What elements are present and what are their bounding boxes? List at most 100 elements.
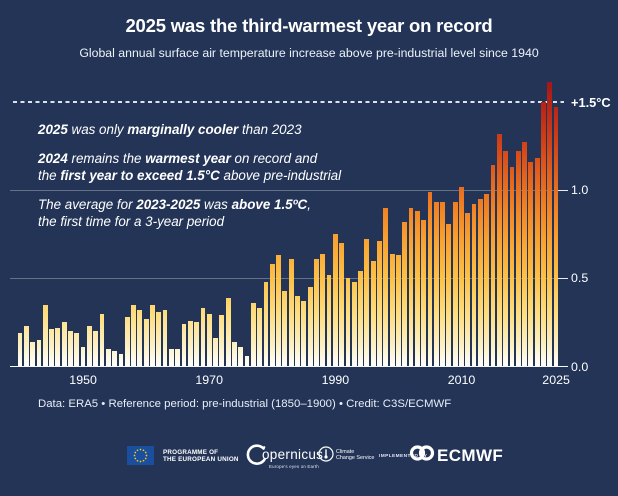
bar-1959: [137, 310, 143, 367]
bar-2010: [459, 186, 464, 367]
chart-annotations: 2025 was only marginally cooler than 202…: [38, 121, 378, 242]
bar-1998: [383, 207, 389, 367]
climate-change-service-logo: Climate Change Service: [318, 446, 388, 468]
bar-1950: [80, 347, 86, 367]
thermometer-icon: [318, 446, 334, 462]
bar-1991: [339, 242, 345, 367]
bar-1967: [187, 320, 193, 367]
bar-1979: [263, 281, 269, 367]
bar-1965: [175, 348, 181, 367]
bar-2016: [496, 133, 502, 367]
bar-1997: [377, 241, 382, 367]
bar-2002: [408, 207, 414, 367]
climate-service-label: Climate Change Service: [336, 449, 374, 462]
bar-1985: [301, 301, 307, 367]
bar-2001: [402, 221, 408, 367]
bar-1996: [370, 260, 376, 367]
annotation-line: 2024 remains the warmest year on record …: [38, 150, 318, 166]
footer-credit: Data: ERA5 • Reference period: pre-indus…: [38, 398, 452, 410]
bar-1961: [150, 304, 155, 367]
bar-1981: [276, 255, 281, 367]
ecmwf-rings-icon: [409, 445, 435, 461]
bar-1980: [269, 264, 275, 367]
copernicus-tagline: Europe's eyes on Earth: [269, 464, 319, 469]
bar-1978: [257, 308, 263, 367]
annotation-paragraph: 2025 was only marginally cooler than 202…: [38, 121, 378, 139]
y-tick-label: 0.0: [571, 359, 589, 374]
bar-1949: [74, 333, 80, 367]
y-tick-mark: [556, 189, 568, 192]
bar-1977: [250, 303, 256, 367]
bar-1943: [36, 340, 42, 367]
bar-1958: [131, 304, 136, 367]
bar-1971: [213, 338, 218, 367]
copernicus-name: opernicus: [262, 447, 324, 462]
bar-2014: [484, 193, 490, 367]
bar-2018: [509, 167, 515, 367]
y-tick-label: 1.0: [571, 183, 589, 197]
bar-1945: [49, 329, 54, 367]
bar-2012: [471, 204, 477, 367]
bar-2006: [433, 202, 439, 367]
page-subtitle: Global annual surface air temperature in…: [79, 46, 539, 60]
bar-2020: [522, 142, 527, 367]
ecmwf-logo: ECMWF: [409, 444, 519, 468]
x-tick-label: 1950: [69, 373, 97, 387]
bar-2009: [452, 202, 458, 367]
eu-programme-line2: THE EUROPEAN UNION: [163, 456, 239, 464]
eu-flag-icon: [127, 446, 154, 465]
climate-service-line1: Climate: [336, 449, 355, 455]
x-tick-label: 2010: [447, 373, 476, 387]
bar-1944: [42, 304, 48, 367]
bar-1983: [288, 258, 294, 367]
bar-2022: [534, 158, 540, 367]
bar-2021: [528, 161, 534, 367]
bar-2023: [541, 101, 546, 367]
bar-1990: [332, 234, 338, 367]
implemented-by-label: IMPLEMENTED BY: [379, 454, 428, 459]
bar-2013: [478, 198, 483, 367]
bar-1963: [162, 310, 168, 367]
bar-2004: [421, 220, 427, 367]
bar-1989: [326, 274, 332, 367]
bar-2003: [414, 211, 420, 367]
annotation-paragraph: 2024 remains the warmest year on record …: [38, 150, 378, 185]
bar-1999: [389, 253, 395, 367]
bar-1993: [351, 281, 357, 367]
bar-1951: [86, 325, 92, 367]
bar-1954: [105, 348, 111, 367]
y-tick-mark: [556, 277, 568, 280]
climate-service-line2: Change Service: [336, 455, 375, 462]
bar-1968: [194, 322, 199, 367]
annotation-line: the first time for a 3-year period: [38, 214, 225, 229]
bar-1941: [23, 325, 29, 367]
bar-1973: [225, 297, 231, 367]
bar-1976: [244, 355, 250, 367]
bar-1964: [168, 348, 174, 367]
bar-1962: [156, 311, 162, 367]
bar-1994: [358, 271, 363, 367]
y-gridline: [10, 190, 568, 191]
annotation-line: The average for 2023-2025 was above 1.5º…: [38, 196, 311, 212]
bar-1956: [118, 354, 124, 367]
bar-1975: [238, 347, 244, 367]
bar-1946: [55, 327, 61, 367]
threshold-dashed-line: [13, 100, 564, 103]
bar-1988: [320, 253, 326, 367]
bar-1972: [219, 315, 225, 367]
eu-programme-line1: PROGRAMME OF: [163, 449, 219, 456]
eu-stars: [133, 448, 148, 463]
bar-2025: [553, 107, 559, 367]
x-tick-label: 2025: [542, 373, 570, 387]
annotation-line: 2025 was only marginally cooler than 202…: [38, 122, 302, 137]
bar-1953: [99, 313, 105, 367]
bar-1947: [61, 322, 67, 367]
bar-2024: [547, 82, 553, 367]
bar-1966: [181, 324, 187, 367]
y-tick-label: 0.5: [571, 271, 589, 286]
bar-2005: [427, 191, 433, 367]
bar-2000: [396, 255, 401, 367]
bar-1940: [17, 333, 23, 367]
bar-2008: [446, 223, 452, 367]
